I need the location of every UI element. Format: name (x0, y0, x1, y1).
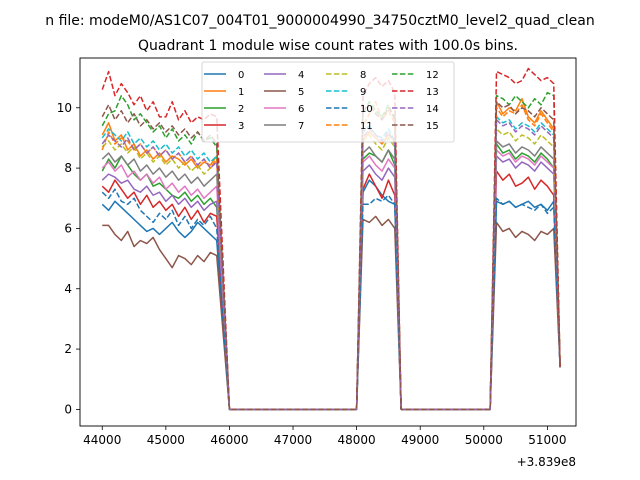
legend-frame (201, 61, 455, 143)
legend-label-9: 9 (360, 87, 366, 98)
plot-frame (79, 57, 577, 427)
legend-label-8: 8 (360, 70, 366, 81)
x-tick-label: 50000 (465, 433, 503, 447)
x-tick-label: 51000 (528, 433, 566, 447)
x-tick-label: 47000 (274, 433, 312, 447)
y-tick-label: 6 (64, 221, 72, 235)
y-tick-label: 4 (64, 282, 72, 296)
series-layer (101, 67, 561, 411)
legend-label-10: 10 (360, 104, 373, 115)
x-tick-label: 48000 (338, 433, 376, 447)
legend-label-13: 13 (426, 87, 439, 98)
x-offset-label: +3.839e8 (517, 455, 576, 469)
legend-label-4: 4 (298, 70, 304, 81)
x-tick-label: 44000 (83, 433, 121, 447)
x-tick-label: 45000 (147, 433, 185, 447)
legend-label-6: 6 (298, 104, 304, 115)
legend-label-0: 0 (238, 70, 244, 81)
x-axis: 44000 45000 46000 47000 48000 49000 50000 51000 (83, 426, 566, 447)
y-axis: 0 2 4 6 8 10 (57, 101, 80, 416)
legend-label-7: 7 (298, 121, 304, 132)
x-tick-label: 49000 (401, 433, 439, 447)
y-tick-label: 2 (64, 342, 72, 356)
figure-suptitle: n file: modeM0/AS1C07_004T01_9000004990_… (45, 13, 594, 29)
legend-label-2: 2 (238, 104, 244, 115)
x-tick-label: 46000 (210, 433, 248, 447)
y-tick-label: 8 (64, 161, 72, 175)
legend-label-12: 12 (426, 70, 439, 81)
legend-label-1: 1 (238, 87, 244, 98)
legend-label-14: 14 (426, 104, 439, 115)
legend-label-15: 15 (426, 121, 439, 132)
legend-label-3: 3 (238, 121, 244, 132)
series-line-15 (101, 100, 561, 411)
chart-title: Quadrant 1 module wise count rates with … (138, 38, 518, 54)
legend-label-11: 11 (360, 121, 373, 132)
y-tick-label: 10 (57, 101, 72, 115)
legend-label-5: 5 (298, 87, 304, 98)
y-tick-label: 0 (64, 402, 72, 416)
